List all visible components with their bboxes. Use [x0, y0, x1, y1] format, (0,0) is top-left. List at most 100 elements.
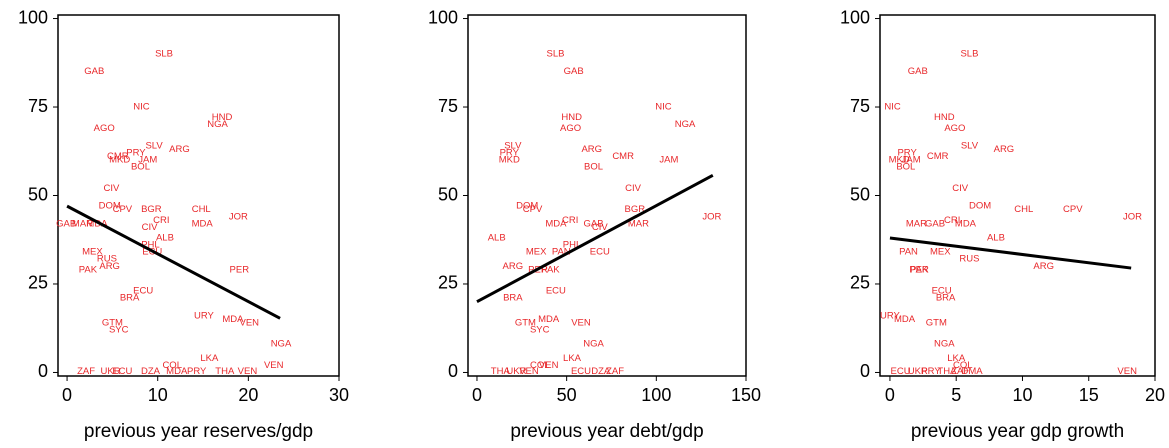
- point-label: LKA: [200, 353, 219, 364]
- point-label: UKR: [506, 366, 526, 377]
- point-label: MKD: [499, 155, 520, 166]
- point-label: ZAF: [606, 366, 624, 377]
- point-label: SLB: [960, 48, 978, 59]
- point-label: SYC: [530, 325, 550, 336]
- point-label: UKR: [908, 366, 928, 377]
- point-label: CPV: [523, 204, 543, 215]
- point-label: ARG: [581, 144, 602, 155]
- point-label: CPV: [1063, 204, 1083, 215]
- point-label: PHL: [141, 240, 159, 251]
- point-label: CMR: [107, 151, 129, 162]
- point-label: BGR: [625, 204, 646, 215]
- point-label: PRY: [500, 148, 520, 159]
- point-label: ECU: [571, 366, 591, 377]
- point-label: AGO: [94, 123, 115, 134]
- y-tick-label: 25: [850, 273, 870, 293]
- y-tick-label: 75: [850, 96, 870, 116]
- x-tick-label: 0: [62, 385, 72, 405]
- y-tick-label: 50: [28, 184, 48, 204]
- plot-frame: [467, 14, 747, 377]
- point-label: GTM: [515, 317, 536, 328]
- point-label: CIV: [952, 183, 969, 194]
- point-label: JAM: [138, 155, 157, 166]
- x-axis-label: previous year gdp growth: [911, 421, 1124, 442]
- point-label: NGA: [583, 339, 604, 350]
- point-label: SLV: [961, 140, 979, 151]
- point-label: BOL: [131, 162, 150, 173]
- y-tick-label: 25: [28, 273, 48, 293]
- point-label: CPV: [113, 204, 133, 215]
- point-label: GAB: [908, 66, 928, 77]
- point-label: ECU: [932, 286, 952, 297]
- y-tick-label: 0: [448, 361, 458, 381]
- point-label: ARG: [503, 261, 524, 272]
- point-label: COL: [953, 360, 973, 371]
- fit-line: [66, 204, 281, 320]
- point-label: PER: [230, 264, 250, 275]
- x-tick-label: 0: [885, 385, 895, 405]
- point-label: VEN: [571, 317, 591, 328]
- point-label: MAR: [906, 218, 927, 229]
- point-label: THA: [937, 366, 957, 377]
- x-tick-label: 15: [1079, 385, 1099, 405]
- point-label: PAK: [541, 264, 560, 275]
- point-label: SLV: [504, 140, 522, 151]
- point-label: MEX: [82, 247, 103, 258]
- point-label: HND: [934, 112, 955, 123]
- point-label: ECU: [546, 286, 566, 297]
- point-label: ZAF: [951, 366, 969, 377]
- point-label: JAM: [902, 155, 921, 166]
- point-label: GAB: [56, 218, 76, 229]
- point-label: ECU: [891, 366, 911, 377]
- point-label: JOR: [702, 211, 721, 222]
- point-label: MAR: [628, 218, 649, 229]
- point-label: PAN: [899, 247, 918, 258]
- point-label: HND: [561, 112, 582, 123]
- x-tick-label: 10: [148, 385, 168, 405]
- point-label: DMA: [962, 366, 984, 377]
- point-label: SLV: [145, 140, 163, 151]
- point-label: THA: [215, 366, 235, 377]
- point-label: GAB: [584, 218, 604, 229]
- point-label: ALB: [987, 232, 1005, 243]
- x-axis-label: previous year debt/gdp: [510, 421, 703, 442]
- point-label: DOM: [99, 201, 121, 212]
- point-label: MEX: [930, 247, 951, 258]
- x-tick-label: 100: [641, 385, 671, 405]
- point-label: MDA: [955, 218, 977, 229]
- point-label: MDA: [192, 218, 214, 229]
- y-tick-label: 0: [38, 361, 48, 381]
- point-label: PAK: [79, 264, 98, 275]
- y-tick-label: 0: [860, 361, 870, 381]
- x-tick-label: 20: [238, 385, 258, 405]
- point-label: MEX: [526, 247, 547, 258]
- y-tick-label: 100: [840, 7, 870, 27]
- point-label: JOR: [1123, 211, 1142, 222]
- point-label: THA: [491, 366, 511, 377]
- point-label: BGR: [141, 204, 162, 215]
- point-label: GTM: [102, 317, 123, 328]
- point-label: MKD: [889, 155, 910, 166]
- point-label: VEN: [1117, 366, 1137, 377]
- point-label: PRY: [921, 366, 941, 377]
- fit-line: [889, 236, 1132, 270]
- point-label: MDA: [86, 218, 108, 229]
- point-label: CIV: [104, 183, 121, 194]
- point-label: GAB: [925, 218, 945, 229]
- point-label: AGO: [560, 123, 581, 134]
- point-label: GTM: [926, 317, 947, 328]
- point-label: VEN: [519, 366, 539, 377]
- point-label: GAB: [564, 66, 584, 77]
- y-tick-label: 75: [28, 96, 48, 116]
- point-label: ZAF: [77, 366, 95, 377]
- point-label: VEN: [238, 366, 258, 377]
- point-label: ARG: [994, 144, 1015, 155]
- point-label: URY: [880, 310, 901, 321]
- point-label: MAR: [72, 218, 93, 229]
- point-label: NIC: [133, 102, 150, 113]
- point-label: COL: [530, 360, 550, 371]
- point-label: BRA: [936, 293, 956, 304]
- point-label: ALB: [488, 232, 506, 243]
- point-label: MDA: [538, 314, 560, 325]
